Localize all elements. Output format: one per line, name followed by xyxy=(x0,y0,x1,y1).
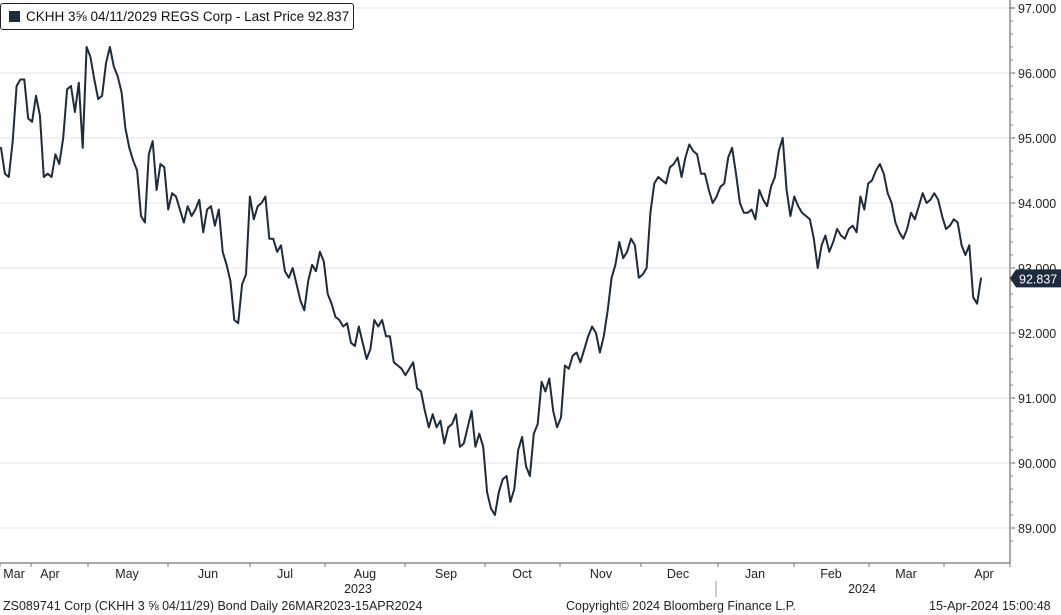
x-axis-ticks: Mar Apr May Jun Jul Aug Sep Oct Nov Dec Jan Feb Mar A… xyxy=(0,563,1011,597)
last-price-label: 92.837 xyxy=(1019,272,1057,286)
y-tick-label: 94.000 xyxy=(1018,197,1056,211)
x-month-label: Oct xyxy=(512,567,532,581)
footer-timestamp: 15-Apr-2024 15:00:48 xyxy=(929,599,1051,613)
x-month-label: Jul xyxy=(277,567,293,581)
x-month-label: Jun xyxy=(198,567,218,581)
x-year-label: 2023 xyxy=(344,582,372,596)
x-month-label: Aug xyxy=(354,567,376,581)
bond-price-chart: 89.00090.00091.00092.00093.00094.00095.0… xyxy=(0,0,1061,597)
x-month-label: Mar xyxy=(3,567,25,581)
last-price-marker: 92.837 xyxy=(1010,269,1061,288)
chart-footer: ZS089741 Corp (CKHH 3 ⅝ 04/11/29) Bond D… xyxy=(0,597,1061,615)
x-year-label: 2024 xyxy=(848,582,876,596)
x-month-label: Jan xyxy=(745,567,765,581)
x-month-label: Apr xyxy=(40,567,59,581)
x-month-label: Sep xyxy=(435,567,457,581)
last-price-tag xyxy=(1010,269,1061,288)
y-axis-ticks: 89.00090.00091.00092.00093.00094.00095.0… xyxy=(1010,2,1056,542)
chart-legend: CKHH 3⅝ 04/11/2029 REGS Corp - Last Pric… xyxy=(0,3,354,30)
price-series-line xyxy=(0,46,982,516)
legend-label: CKHH 3⅝ 04/11/2029 REGS Corp - Last Pric… xyxy=(26,9,350,24)
grid-lines xyxy=(0,7,1010,529)
y-tick-label: 97.000 xyxy=(1018,2,1056,16)
y-tick-label: 91.000 xyxy=(1018,392,1056,406)
footer-security-info: ZS089741 Corp (CKHH 3 ⅝ 04/11/29) Bond D… xyxy=(3,599,423,613)
x-month-label: Nov xyxy=(590,567,613,581)
legend-swatch xyxy=(9,11,20,22)
x-month-label: Dec xyxy=(667,567,689,581)
y-tick-label: 90.000 xyxy=(1018,457,1056,471)
y-tick-label: 96.000 xyxy=(1018,67,1056,81)
x-month-label: Apr xyxy=(974,567,993,581)
y-tick-label: 92.000 xyxy=(1018,327,1056,341)
x-month-label: May xyxy=(115,567,139,581)
y-tick-label: 95.000 xyxy=(1018,132,1056,146)
series-layer xyxy=(0,46,982,516)
x-month-label: Feb xyxy=(820,567,842,581)
y-tick-label: 89.000 xyxy=(1018,522,1056,536)
x-month-label: Mar xyxy=(895,567,917,581)
footer-copyright: Copyright© 2024 Bloomberg Finance L.P. xyxy=(566,599,796,613)
